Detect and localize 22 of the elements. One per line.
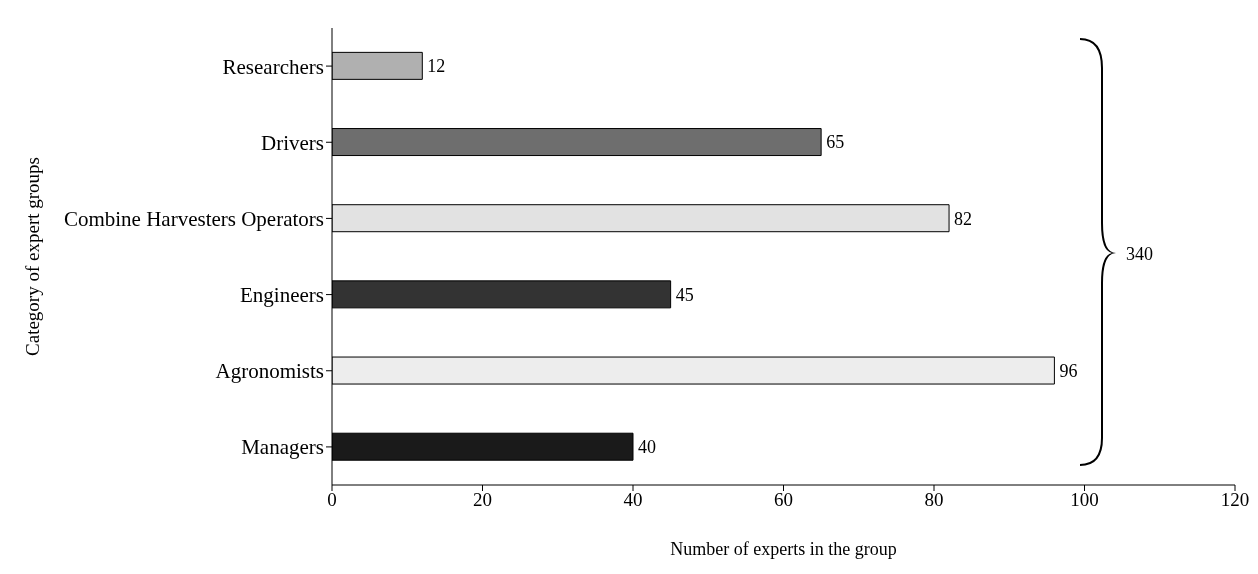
y-axis-title: Category of expert groups: [21, 157, 43, 356]
y-tick-label: Managers: [241, 435, 324, 460]
y-tick-label: Drivers: [261, 130, 324, 155]
x-tick-label: 60: [774, 489, 793, 511]
x-tick-label: 100: [1070, 489, 1099, 511]
x-tick-label: 80: [924, 489, 944, 511]
x-tick-label: 0: [327, 489, 337, 511]
data-label: 65: [826, 132, 845, 153]
y-tick-label: Combine Harvesters Operators: [63, 206, 324, 231]
y-tick-label: Researchers: [222, 54, 324, 79]
x-tick-label: 20: [473, 489, 492, 511]
data-label: 12: [427, 56, 446, 77]
data-label: 82: [954, 208, 973, 229]
data-label: 96: [1059, 360, 1078, 381]
y-tick-label: Engineers: [240, 283, 324, 308]
x-axis-title: Number of experts in the group: [670, 539, 897, 559]
data-label: 45: [675, 284, 694, 305]
data-label: 40: [638, 437, 656, 458]
y-tick-label: Agronomists: [215, 359, 324, 384]
x-tick-label: 40: [623, 489, 643, 511]
annotation: 340: [1126, 244, 1153, 264]
x-tick-label: 120: [1220, 489, 1250, 511]
